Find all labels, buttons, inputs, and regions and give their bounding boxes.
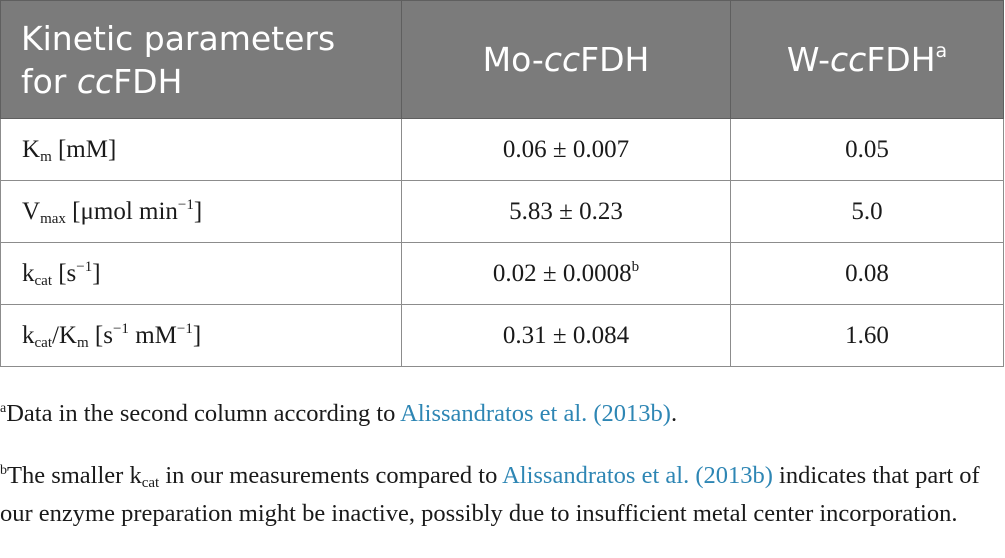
w-value: 5.0 [730,180,1004,243]
header-mo-ccfdh: Mo-ccFDH [401,0,731,119]
mo-value: 0.06 ± 0.007 [401,118,731,181]
param-unit-exponent: −1 [177,196,194,213]
header-col3-pre: W- [786,40,831,79]
mo-value-footnote-mark: b [631,258,640,275]
footnote-b-pre: The smaller k [7,462,142,489]
header-col2-pre: Mo- [482,40,544,79]
param-unit-end: ] [193,197,203,225]
header-col1-line2-post: FDH [113,61,183,101]
param-symbol-mid: /K [51,321,77,349]
table-row: kcat/Km [s−1 mM−1] 0.31 ± 0.084 1.60 [0,304,1004,367]
w-value: 0.08 [730,242,1004,305]
header-col1-line2-pre: for [21,61,77,101]
header-col3-post: FDH [866,40,936,79]
param-unit-end: ] [192,321,202,349]
mo-value-text: 0.02 ± 0.0008 [492,259,632,287]
param-symbol: V [22,197,41,225]
footnote-a-end: . [670,399,678,427]
table-row: Vmax [μmol min−1] 5.83 ± 0.23 5.0 [0,180,1004,243]
param-unit: [mM] [51,135,117,163]
header-w-ccfdh: W-ccFDHa [730,0,1004,119]
param-unit-mid: mM [128,321,177,349]
param-unit: [μmol min [65,197,178,225]
header-col3-italic: cc [830,40,867,79]
mo-value: 5.83 ± 0.23 [401,180,731,243]
footnote-a-text: Data in the second column according to [6,399,401,427]
w-value: 1.60 [730,304,1004,367]
citation-link[interactable]: Alissandratos et al. (2013b) [400,399,671,427]
param-km: Km [mM] [0,118,402,181]
param-unit: [s [51,259,77,287]
footnote-b-subscript: cat [141,475,160,491]
param-symbol: k [22,321,35,349]
param-subscript-2: m [76,334,89,351]
param-unit-exponent: −1 [76,258,93,275]
kinetic-parameters-table: Kinetic parameters for ccFDH Mo-ccFDH W-c… [0,0,1004,367]
param-unit-end: ] [92,259,101,287]
table-row: Km [mM] 0.06 ± 0.007 0.05 [0,118,1004,181]
w-value: 0.05 [730,118,1004,181]
param-unit-exponent: −1 [112,320,129,337]
table-header: Kinetic parameters for ccFDH Mo-ccFDH W-c… [0,0,1004,119]
footnote-a: aData in the second column according to … [0,395,1005,433]
footnote-b-post: indicates that part of our enzyme prepar… [0,462,980,527]
kinetic-parameters-table-figure: Kinetic parameters for ccFDH Mo-ccFDH W-c… [0,0,1004,367]
mo-value: 0.02 ± 0.0008b [401,242,731,305]
citation-link[interactable]: Alissandratos et al. (2013b) [502,462,773,489]
param-subscript: m [40,148,52,165]
footnote-a-mark: a [0,400,7,416]
param-symbol: k [22,259,35,287]
header-col3-footnote-mark: a [935,40,948,62]
param-kcat: kcat [s−1] [0,242,402,305]
header-col1-line1: Kinetic parameters [21,18,336,58]
param-subscript: cat [34,272,52,289]
param-symbol: K [22,135,41,163]
header-col1-line2-italic: cc [76,61,114,101]
footnote-b: bThe smaller kcat in our measurements co… [0,457,1005,533]
mo-value: 0.31 ± 0.084 [401,304,731,367]
param-unit-exponent-2: −1 [176,320,193,337]
table-row: kcat [s−1] 0.02 ± 0.0008b 0.08 [0,242,1004,305]
header-row: Kinetic parameters for ccFDH Mo-ccFDH W-c… [0,0,1004,119]
header-col2-post: FDH [580,40,650,79]
param-subscript: max [40,210,66,227]
table-footnotes: aData in the second column according to … [0,370,1005,558]
header-col2-italic: cc [543,40,581,79]
param-subscript: cat [34,334,52,351]
footnote-b-mid: in our measurements compared to [159,462,503,489]
param-vmax: Vmax [μmol min−1] [0,180,402,243]
header-kinetic-parameters: Kinetic parameters for ccFDH [0,0,402,119]
footnote-b-mark: b [0,463,7,478]
param-kcat-over-km: kcat/Km [s−1 mM−1] [0,304,402,367]
table-body: Km [mM] 0.06 ± 0.007 0.05 Vmax [μmol min… [0,118,1004,367]
param-unit: [s [88,321,113,349]
